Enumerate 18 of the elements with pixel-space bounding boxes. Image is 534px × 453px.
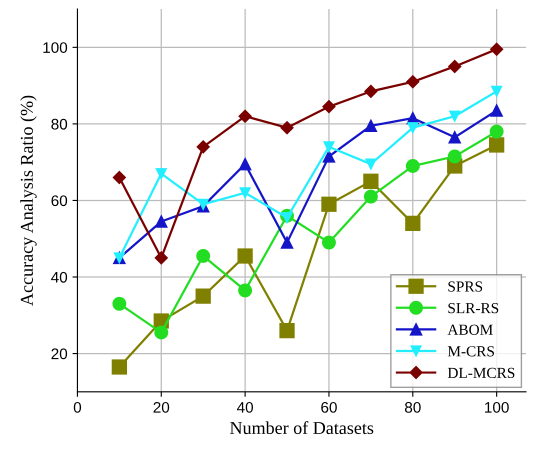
legend-label: SLR-RS bbox=[448, 303, 498, 314]
y-tick-label: 40 bbox=[51, 272, 68, 283]
y-tick-label: 100 bbox=[43, 42, 68, 54]
x-tick-label: 40 bbox=[236, 402, 254, 413]
x-axis-title: Number of Datasets bbox=[230, 421, 374, 434]
x-tick-label: 20 bbox=[154, 402, 170, 413]
legend-label: SPRS bbox=[448, 281, 482, 292]
y-axis-title: Accuracy Analysis Ratio (%) bbox=[20, 96, 37, 306]
x-tick-label: 100 bbox=[485, 402, 509, 413]
x-tick-label: 60 bbox=[321, 402, 337, 413]
x-tick-label: 0 bbox=[74, 402, 82, 413]
y-tick-label: 80 bbox=[51, 118, 68, 130]
legend-label: ABOM bbox=[448, 324, 493, 335]
x-tick-label: 80 bbox=[404, 402, 421, 413]
y-tick-label: 20 bbox=[51, 348, 68, 360]
y-tick-label: 60 bbox=[51, 195, 68, 206]
legend-label: DL-MCRS bbox=[448, 368, 514, 378]
legend-label: M-CRS bbox=[448, 346, 494, 356]
